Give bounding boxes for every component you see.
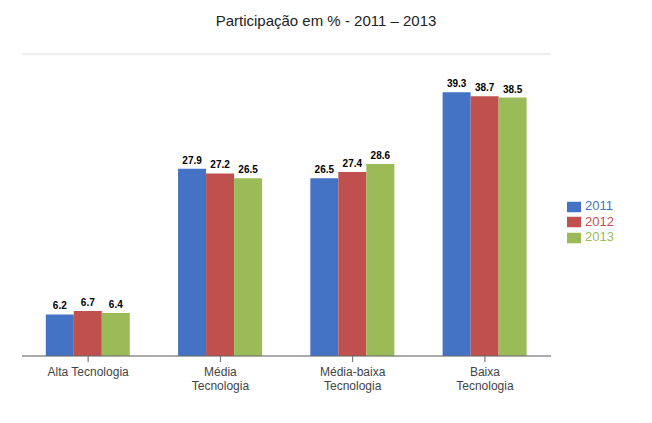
svg-text:26.5: 26.5 xyxy=(315,164,335,175)
svg-text:28.6: 28.6 xyxy=(371,150,391,161)
html-text:Participação em % - 2011 – 201: Participação em % - 2011 – 2013 xyxy=(215,12,437,29)
svg-text:6.7: 6.7 xyxy=(81,297,95,308)
svg-text:BaixaTecnologia: BaixaTecnologia xyxy=(456,365,514,393)
svg-text:39.3: 39.3 xyxy=(447,78,467,89)
html-text:2012: 2012 xyxy=(585,213,614,229)
svg-text:6.4: 6.4 xyxy=(109,299,123,310)
svg-text:Média-baixaTecnologia: Média-baixaTecnologia xyxy=(320,365,386,393)
svg-text:38.7: 38.7 xyxy=(475,82,495,93)
svg-text:38.5: 38.5 xyxy=(503,84,523,95)
svg-text:26.5: 26.5 xyxy=(238,164,258,175)
svg-text:Alta Tecnologia: Alta Tecnologia xyxy=(48,365,129,379)
svg-text:27.9: 27.9 xyxy=(182,155,202,166)
svg-text:27.4: 27.4 xyxy=(343,158,363,169)
html-text:2011: 2011 xyxy=(585,198,613,214)
svg-text:27.2: 27.2 xyxy=(210,159,230,170)
svg-text:MédiaTecnologia: MédiaTecnologia xyxy=(192,365,250,393)
html-text:2013: 2013 xyxy=(585,229,614,245)
svg-text:6.2: 6.2 xyxy=(53,300,67,311)
